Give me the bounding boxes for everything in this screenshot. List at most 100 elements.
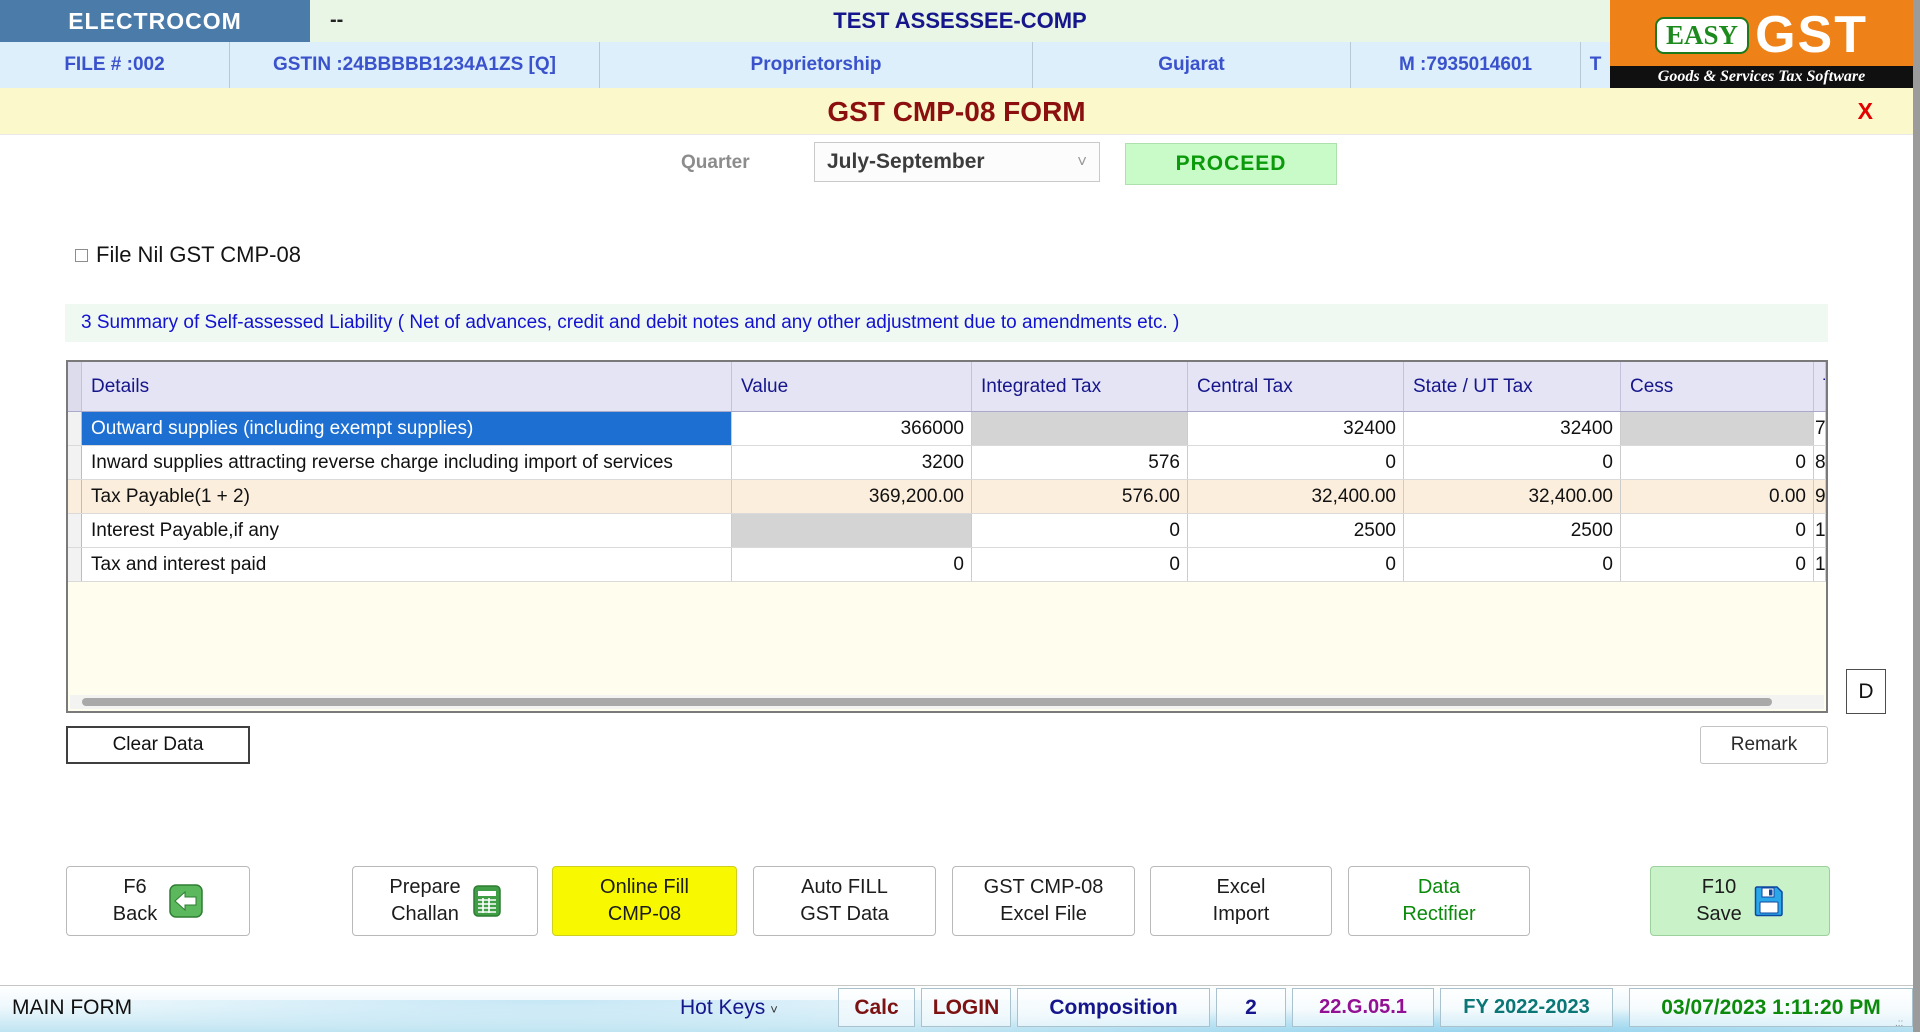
cell-details[interactable]: Interest Payable,if any <box>82 514 732 547</box>
online-fill-line1: Online Fill <box>600 876 689 898</box>
close-button[interactable]: X <box>1857 98 1873 124</box>
cell-central[interactable]: 32400 <box>1188 412 1404 445</box>
quarter-label: Quarter <box>681 152 750 173</box>
easygst-logo: EASY GST Goods & Services Tax Software <box>1610 0 1913 88</box>
table-header-row: Details Value Integrated Tax Central Tax… <box>68 362 1826 412</box>
mobile-number: M :7935014601 <box>1351 42 1581 88</box>
excel-file-line2: Excel File <box>1000 903 1087 925</box>
selector-header-cell <box>68 362 82 411</box>
cell-central[interactable]: 0 <box>1188 446 1404 479</box>
prepare-challan-line2: Challan <box>391 903 459 925</box>
cell-state[interactable]: 2500 <box>1404 514 1621 547</box>
cell-value[interactable]: 3200 <box>732 446 972 479</box>
cell-state[interactable]: 0 <box>1404 548 1621 581</box>
form-title-banner: GST CMP-08 FORM X <box>0 88 1913 135</box>
cell-integrated[interactable]: 576 <box>972 446 1188 479</box>
rectifier-line2: Rectifier <box>1402 903 1476 925</box>
cell-total-cut: 1 <box>1814 548 1826 581</box>
nil-checkbox-label: File Nil GST CMP-08 <box>96 242 301 267</box>
proceed-button[interactable]: PROCEED <box>1125 143 1337 185</box>
gstin-value: GSTIN :24BBBBB1234A1ZS [Q] <box>230 42 600 88</box>
business-type: Proprietorship <box>600 42 1033 88</box>
clear-data-button[interactable]: Clear Data <box>66 726 250 764</box>
scrollbar-thumb[interactable] <box>82 698 1772 706</box>
cell-cess[interactable]: 0 <box>1621 514 1814 547</box>
cell-value <box>732 514 972 547</box>
table-row[interactable]: Inward supplies attracting reverse charg… <box>68 446 1826 480</box>
cell-state[interactable]: 32400 <box>1404 412 1621 445</box>
calc-button[interactable]: Calc <box>838 988 915 1027</box>
financial-year-label: FY 2022-2023 <box>1440 988 1613 1027</box>
nil-checkbox[interactable] <box>75 249 88 262</box>
back-key-label: F6 <box>123 876 147 898</box>
header-dashes: -- <box>330 9 344 31</box>
form-title: GST CMP-08 FORM <box>827 96 1086 127</box>
cell-central: 32,400.00 <box>1188 480 1404 513</box>
data-rectifier-button[interactable]: Data Rectifier <box>1348 866 1530 936</box>
hot-keys-menu[interactable]: Hot Keys ˅ <box>680 996 778 1020</box>
cell-central[interactable]: 2500 <box>1188 514 1404 547</box>
back-arrow-icon <box>169 884 203 918</box>
cell-cess[interactable]: 0 <box>1621 446 1814 479</box>
quarter-dropdown[interactable]: July-September ˅ <box>814 142 1100 182</box>
col-state-ut-tax: State / UT Tax <box>1404 362 1621 411</box>
cell-value: 369,200.00 <box>732 480 972 513</box>
table-row[interactable]: Interest Payable,if any 0 2500 2500 0 1 <box>68 514 1826 548</box>
cell-total-cut: 9 <box>1814 480 1826 513</box>
auto-fill-gst-data-button[interactable]: Auto FILL GST Data <box>753 866 936 936</box>
main-form-label: MAIN FORM <box>12 996 133 1019</box>
row-selector[interactable] <box>68 548 82 581</box>
cell-value[interactable]: 0 <box>732 548 972 581</box>
d-button[interactable]: D <box>1846 669 1886 714</box>
composition-label[interactable]: Composition <box>1017 988 1210 1027</box>
prepare-challan-button[interactable]: Prepare Challan <box>352 866 538 936</box>
cell-details[interactable]: Outward supplies (including exempt suppl… <box>82 412 732 445</box>
remark-button[interactable]: Remark <box>1700 726 1828 764</box>
excel-file-line1: GST CMP-08 <box>983 876 1104 898</box>
cell-integrated[interactable]: 0 <box>972 514 1188 547</box>
auto-fill-line1: Auto FILL <box>801 876 888 898</box>
excel-import-line1: Excel <box>1216 876 1266 898</box>
cell-details[interactable]: Tax and interest paid <box>82 548 732 581</box>
gst-cmp08-excel-file-button[interactable]: GST CMP-08 Excel File <box>952 866 1135 936</box>
cell-total-cut: 7 <box>1814 412 1826 445</box>
col-value: Value <box>732 362 972 411</box>
back-button[interactable]: F6 Back <box>66 866 250 936</box>
row-selector[interactable] <box>68 480 82 513</box>
cell-total-cut: 8 <box>1814 446 1826 479</box>
login-button[interactable]: LOGIN <box>921 988 1011 1027</box>
prepare-challan-line1: Prepare <box>389 876 461 898</box>
state-name: Gujarat <box>1033 42 1351 88</box>
company-name: ELECTROCOM <box>0 0 310 42</box>
save-key-label: F10 <box>1701 876 1737 898</box>
col-details: Details <box>82 362 732 411</box>
excel-import-button[interactable]: Excel Import <box>1150 866 1332 936</box>
horizontal-scrollbar[interactable] <box>70 695 1824 709</box>
table-row[interactable]: Outward supplies (including exempt suppl… <box>68 412 1826 446</box>
count-label: 2 <box>1216 988 1286 1027</box>
row-selector[interactable] <box>68 514 82 547</box>
row-selector[interactable] <box>68 446 82 479</box>
cell-central[interactable]: 0 <box>1188 548 1404 581</box>
logo-tagline: Goods & Services Tax Software <box>1610 66 1913 88</box>
save-button[interactable]: F10 Save <box>1650 866 1830 936</box>
datetime-label: 03/07/2023 1:11:20 PM <box>1629 988 1913 1027</box>
cell-integrated: 576.00 <box>972 480 1188 513</box>
cell-cess: 0.00 <box>1621 480 1814 513</box>
info-bar: FILE # :002 GSTIN :24BBBBB1234A1ZS [Q] P… <box>0 42 1610 88</box>
resize-grip[interactable]: .:: <box>1895 1018 1904 1029</box>
chevron-down-icon: ˅ <box>1077 152 1087 171</box>
cell-value[interactable]: 366000 <box>732 412 972 445</box>
cell-state: 32,400.00 <box>1404 480 1621 513</box>
logo-easy-text: EASY <box>1655 16 1750 54</box>
cell-state[interactable]: 0 <box>1404 446 1621 479</box>
cell-details[interactable]: Inward supplies attracting reverse charg… <box>82 446 732 479</box>
cell-cess[interactable]: 0 <box>1621 548 1814 581</box>
table-row[interactable]: Tax and interest paid 0 0 0 0 0 1 <box>68 548 1826 582</box>
online-fill-cmp08-button[interactable]: Online Fill CMP-08 <box>552 866 737 936</box>
row-selector[interactable] <box>68 412 82 445</box>
online-fill-line2: CMP-08 <box>607 903 682 925</box>
window-edge-strip <box>1913 0 1920 1032</box>
cell-integrated[interactable]: 0 <box>972 548 1188 581</box>
